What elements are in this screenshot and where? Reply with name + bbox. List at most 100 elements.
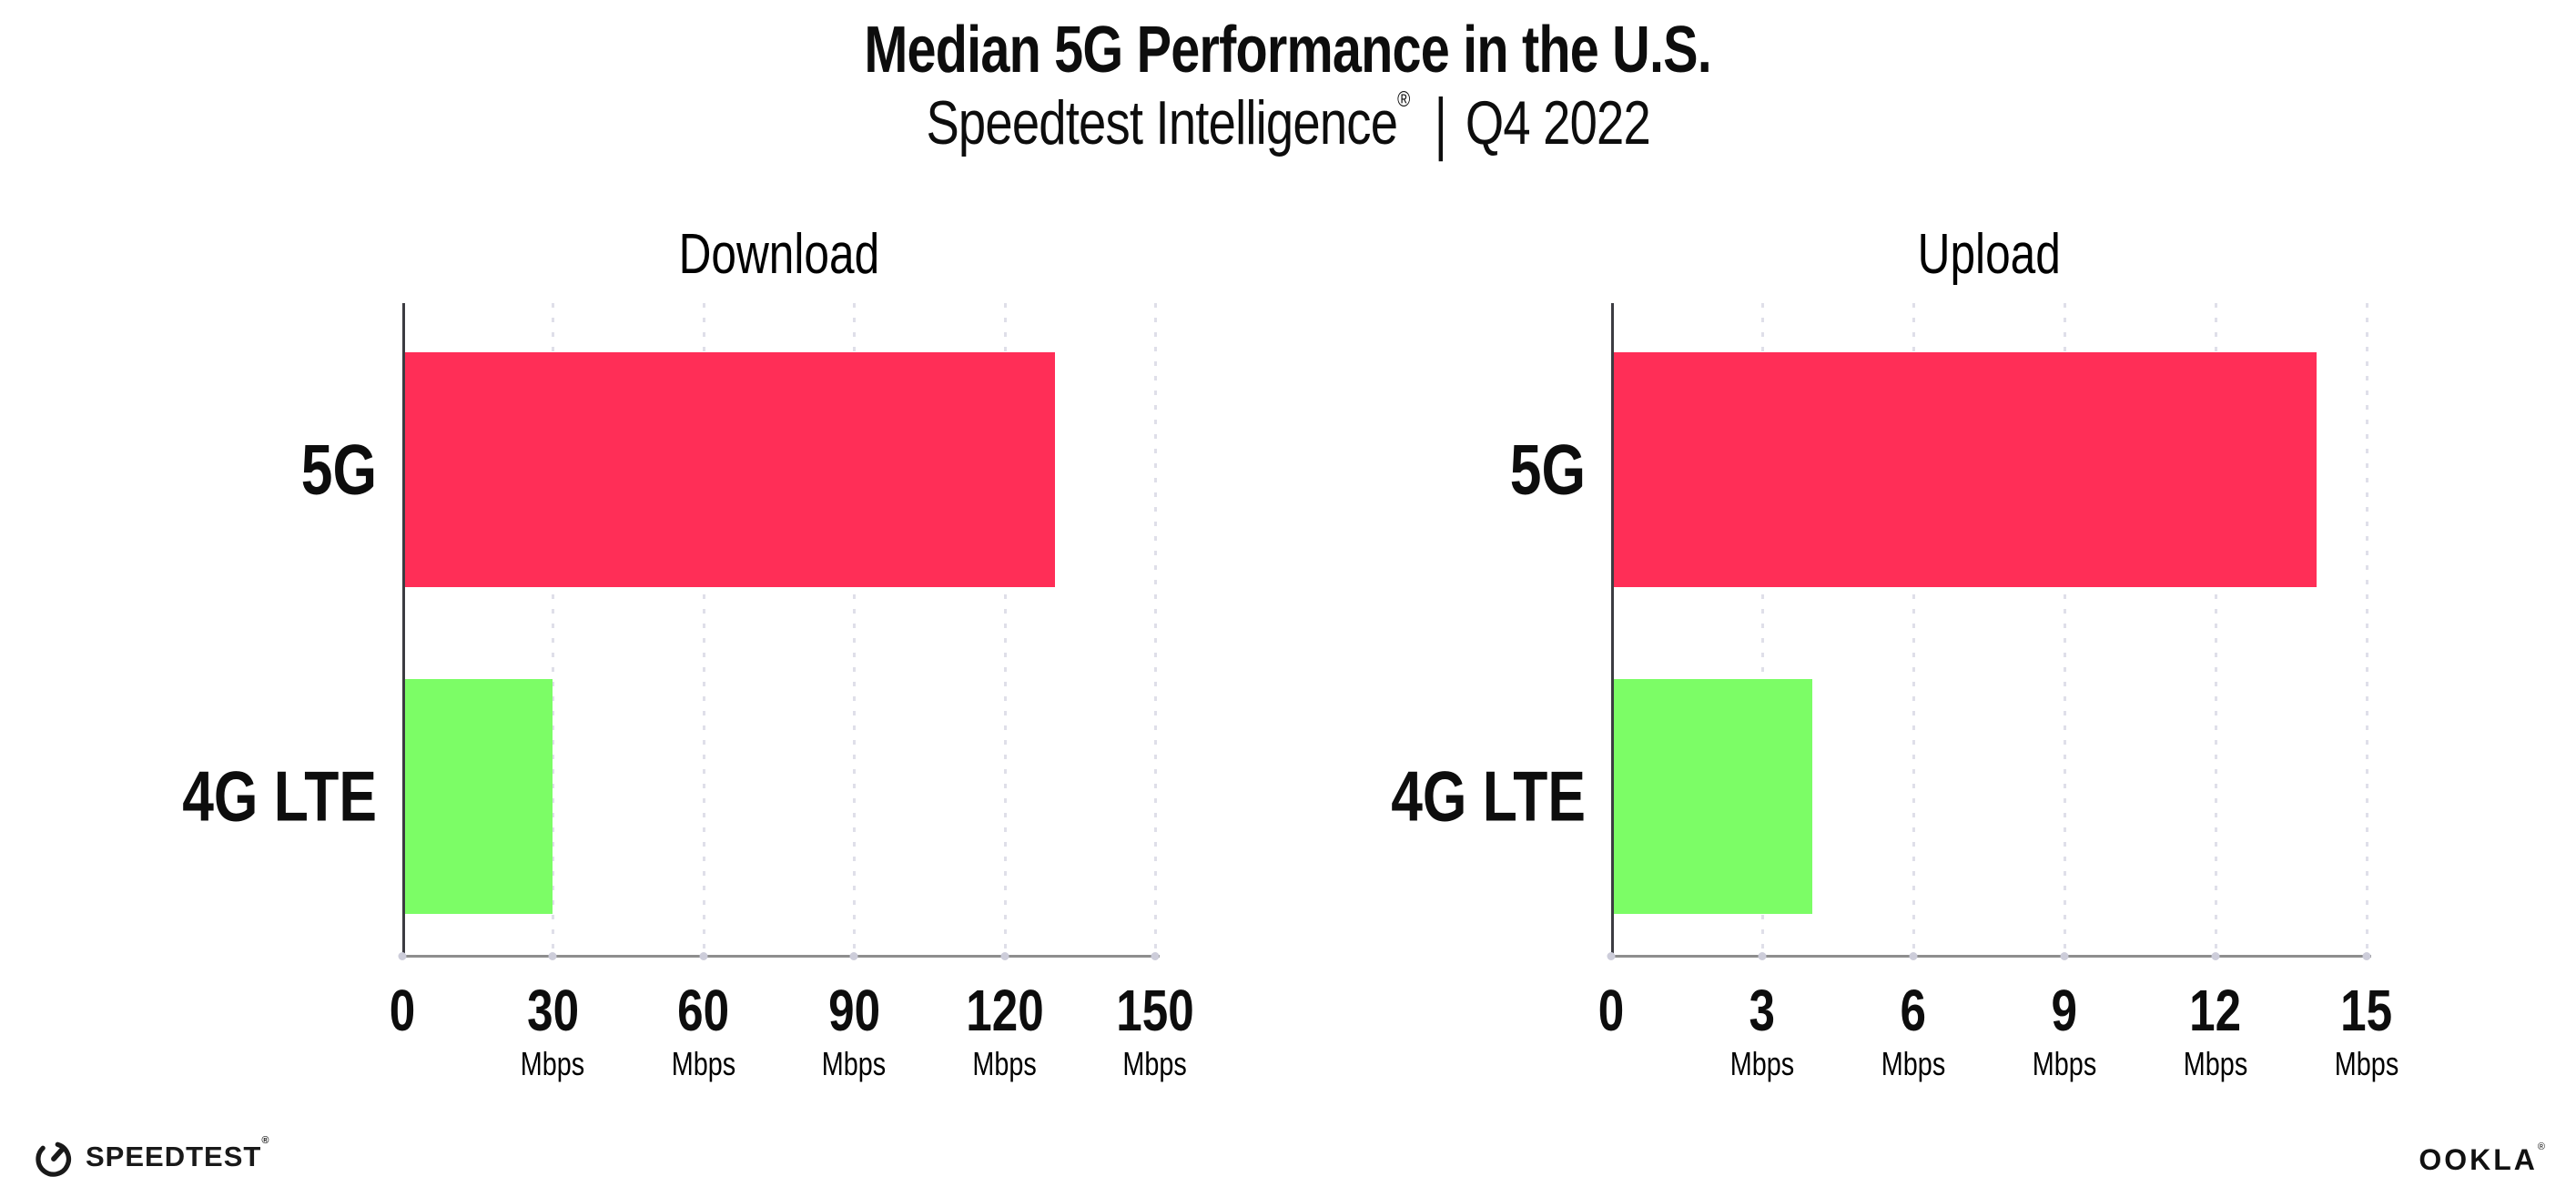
tick-value: 90 xyxy=(814,981,894,1040)
tick-unit-label: Mbps xyxy=(2327,1045,2407,1083)
tick-label-upload-3: 3 Mbps xyxy=(1722,981,1802,1083)
tick-dot-download-60 xyxy=(699,952,708,960)
category-label-text: 5G xyxy=(300,429,377,510)
category-label-upload-5g: 5G xyxy=(1491,429,1586,512)
page-subtitle: Speedtest Intelligence® | Q4 2022 xyxy=(0,84,2576,161)
tick-value: 120 xyxy=(956,981,1053,1040)
tick-unit-label: Mbps xyxy=(1873,1045,1953,1083)
tick-label-upload-6: 6 Mbps xyxy=(1873,981,1953,1083)
y-axis-download xyxy=(402,303,405,958)
page-subtitle-text: Speedtest Intelligence® | Q4 2022 xyxy=(926,84,1651,161)
tick-unit-text: Mbps xyxy=(972,1045,1037,1082)
tick-dot-download-150 xyxy=(1151,952,1160,960)
x-axis-upload xyxy=(1610,955,2371,958)
tick-unit-label: Mbps xyxy=(512,1045,593,1083)
x-axis-download xyxy=(401,955,1160,958)
tick-value-text: 15 xyxy=(2340,978,2393,1043)
tick-value: 6 xyxy=(1873,981,1953,1040)
tick-value: 12 xyxy=(2175,981,2256,1040)
category-label-download-4g-lte: 4G LTE xyxy=(134,755,377,837)
tick-unit-text: Mbps xyxy=(821,1045,887,1082)
tick-value: 0 xyxy=(386,981,419,1040)
tick-unit-label: Mbps xyxy=(2024,1045,2104,1083)
tick-unit-text: Mbps xyxy=(1729,1045,1795,1082)
tick-unit-text: Mbps xyxy=(2183,1045,2248,1082)
tick-value: 30 xyxy=(512,981,593,1040)
tick-unit-text: Mbps xyxy=(1122,1045,1188,1082)
tick-unit-label: Mbps xyxy=(1722,1045,1802,1083)
chart-title-text: Upload xyxy=(1917,223,2061,286)
tick-value-text: 90 xyxy=(827,978,880,1043)
tick-label-download-90: 90 Mbps xyxy=(814,981,894,1083)
tick-dot-upload-3 xyxy=(1758,952,1767,960)
ookla-wordmark: OOKLA xyxy=(2419,1143,2538,1176)
category-label-text: 4G LTE xyxy=(1391,756,1586,836)
page-title: Median 5G Performance in the U.S. xyxy=(0,13,2576,87)
tick-dot-download-90 xyxy=(849,952,858,960)
chart-title-text: Download xyxy=(678,223,879,286)
gridline-upload-15 xyxy=(2366,303,2368,958)
gridline-upload-9 xyxy=(2064,303,2066,958)
tick-value-text: 120 xyxy=(965,978,1044,1043)
gridline-upload-6 xyxy=(1912,303,1915,958)
tick-label-download-150: 150 Mbps xyxy=(1107,981,1204,1083)
category-label-text: 4G LTE xyxy=(182,756,377,836)
tick-value-text: 60 xyxy=(677,978,730,1043)
tick-unit-label: Mbps xyxy=(956,1045,1053,1083)
tick-label-download-60: 60 Mbps xyxy=(664,981,744,1083)
gridline-download-90 xyxy=(853,303,857,958)
bar-upload-4g-lte xyxy=(1614,679,1813,914)
chart-title-upload: Upload xyxy=(1611,222,2367,287)
tick-dot-upload-9 xyxy=(2060,952,2069,960)
bar-download-5g xyxy=(405,352,1055,587)
tick-value-text: 30 xyxy=(526,978,579,1043)
ookla-logo: OOKLA ® xyxy=(2419,1141,2545,1177)
category-label-upload-4g-lte: 4G LTE xyxy=(1343,755,1586,837)
tick-dot-download-120 xyxy=(1000,952,1009,960)
tick-dot-download-0 xyxy=(398,952,407,960)
speedtest-logo: SPEEDTEST® xyxy=(33,1135,269,1178)
registered-trademark-icon: ® xyxy=(1396,87,1410,112)
tick-value: 15 xyxy=(2327,981,2407,1040)
tick-value: 60 xyxy=(664,981,744,1040)
speedtest-registered-icon: ® xyxy=(261,1135,270,1146)
tick-value-text: 3 xyxy=(1749,978,1776,1043)
tick-unit-text: Mbps xyxy=(1881,1045,1946,1082)
tick-value-text: 0 xyxy=(389,978,416,1043)
tick-value: 0 xyxy=(1595,981,1628,1040)
gridline-download-150 xyxy=(1154,303,1157,958)
speedtest-wordmark-text: SPEEDTEST xyxy=(86,1141,262,1172)
tick-value: 3 xyxy=(1722,981,1802,1040)
tick-value-text: 150 xyxy=(1116,978,1194,1043)
tick-label-download-120: 120 Mbps xyxy=(956,981,1053,1083)
tick-unit-text: Mbps xyxy=(521,1045,585,1082)
tick-value: 9 xyxy=(2024,981,2104,1040)
tick-value: 150 xyxy=(1107,981,1204,1040)
subtitle-period: Q4 2022 xyxy=(1465,88,1651,157)
tick-value-text: 6 xyxy=(1900,978,1927,1043)
gridline-download-30 xyxy=(552,303,555,958)
y-axis-upload xyxy=(1611,303,1614,958)
tick-label-upload-0: 0 xyxy=(1595,981,1628,1040)
speedtest-gauge-icon xyxy=(35,1141,71,1177)
tick-value-text: 9 xyxy=(2051,978,2078,1043)
tick-label-download-0: 0 xyxy=(386,981,419,1040)
tick-dot-upload-15 xyxy=(2362,952,2371,960)
tick-label-upload-15: 15 Mbps xyxy=(2327,981,2407,1083)
tick-label-upload-12: 12 Mbps xyxy=(2175,981,2256,1083)
page-title-text: Median 5G Performance in the U.S. xyxy=(864,14,1712,86)
gridline-upload-12 xyxy=(2215,303,2217,958)
tick-value-text: 12 xyxy=(2189,978,2242,1043)
tick-dot-upload-12 xyxy=(2211,952,2220,960)
ookla-registered-icon: ® xyxy=(2537,1141,2545,1152)
tick-dot-upload-6 xyxy=(1909,952,1918,960)
subtitle-separator: | xyxy=(1434,84,1447,162)
bar-upload-5g xyxy=(1614,352,2317,587)
speedtest-wordmark: SPEEDTEST® xyxy=(86,1135,269,1173)
tick-dot-upload-0 xyxy=(1607,952,1616,960)
tick-unit-label: Mbps xyxy=(2175,1045,2256,1083)
plot-area-upload xyxy=(1607,303,2371,960)
tick-value-text: 0 xyxy=(1597,978,1625,1043)
chart-title-download: Download xyxy=(402,222,1155,287)
bar-download-4g-lte xyxy=(405,679,553,914)
